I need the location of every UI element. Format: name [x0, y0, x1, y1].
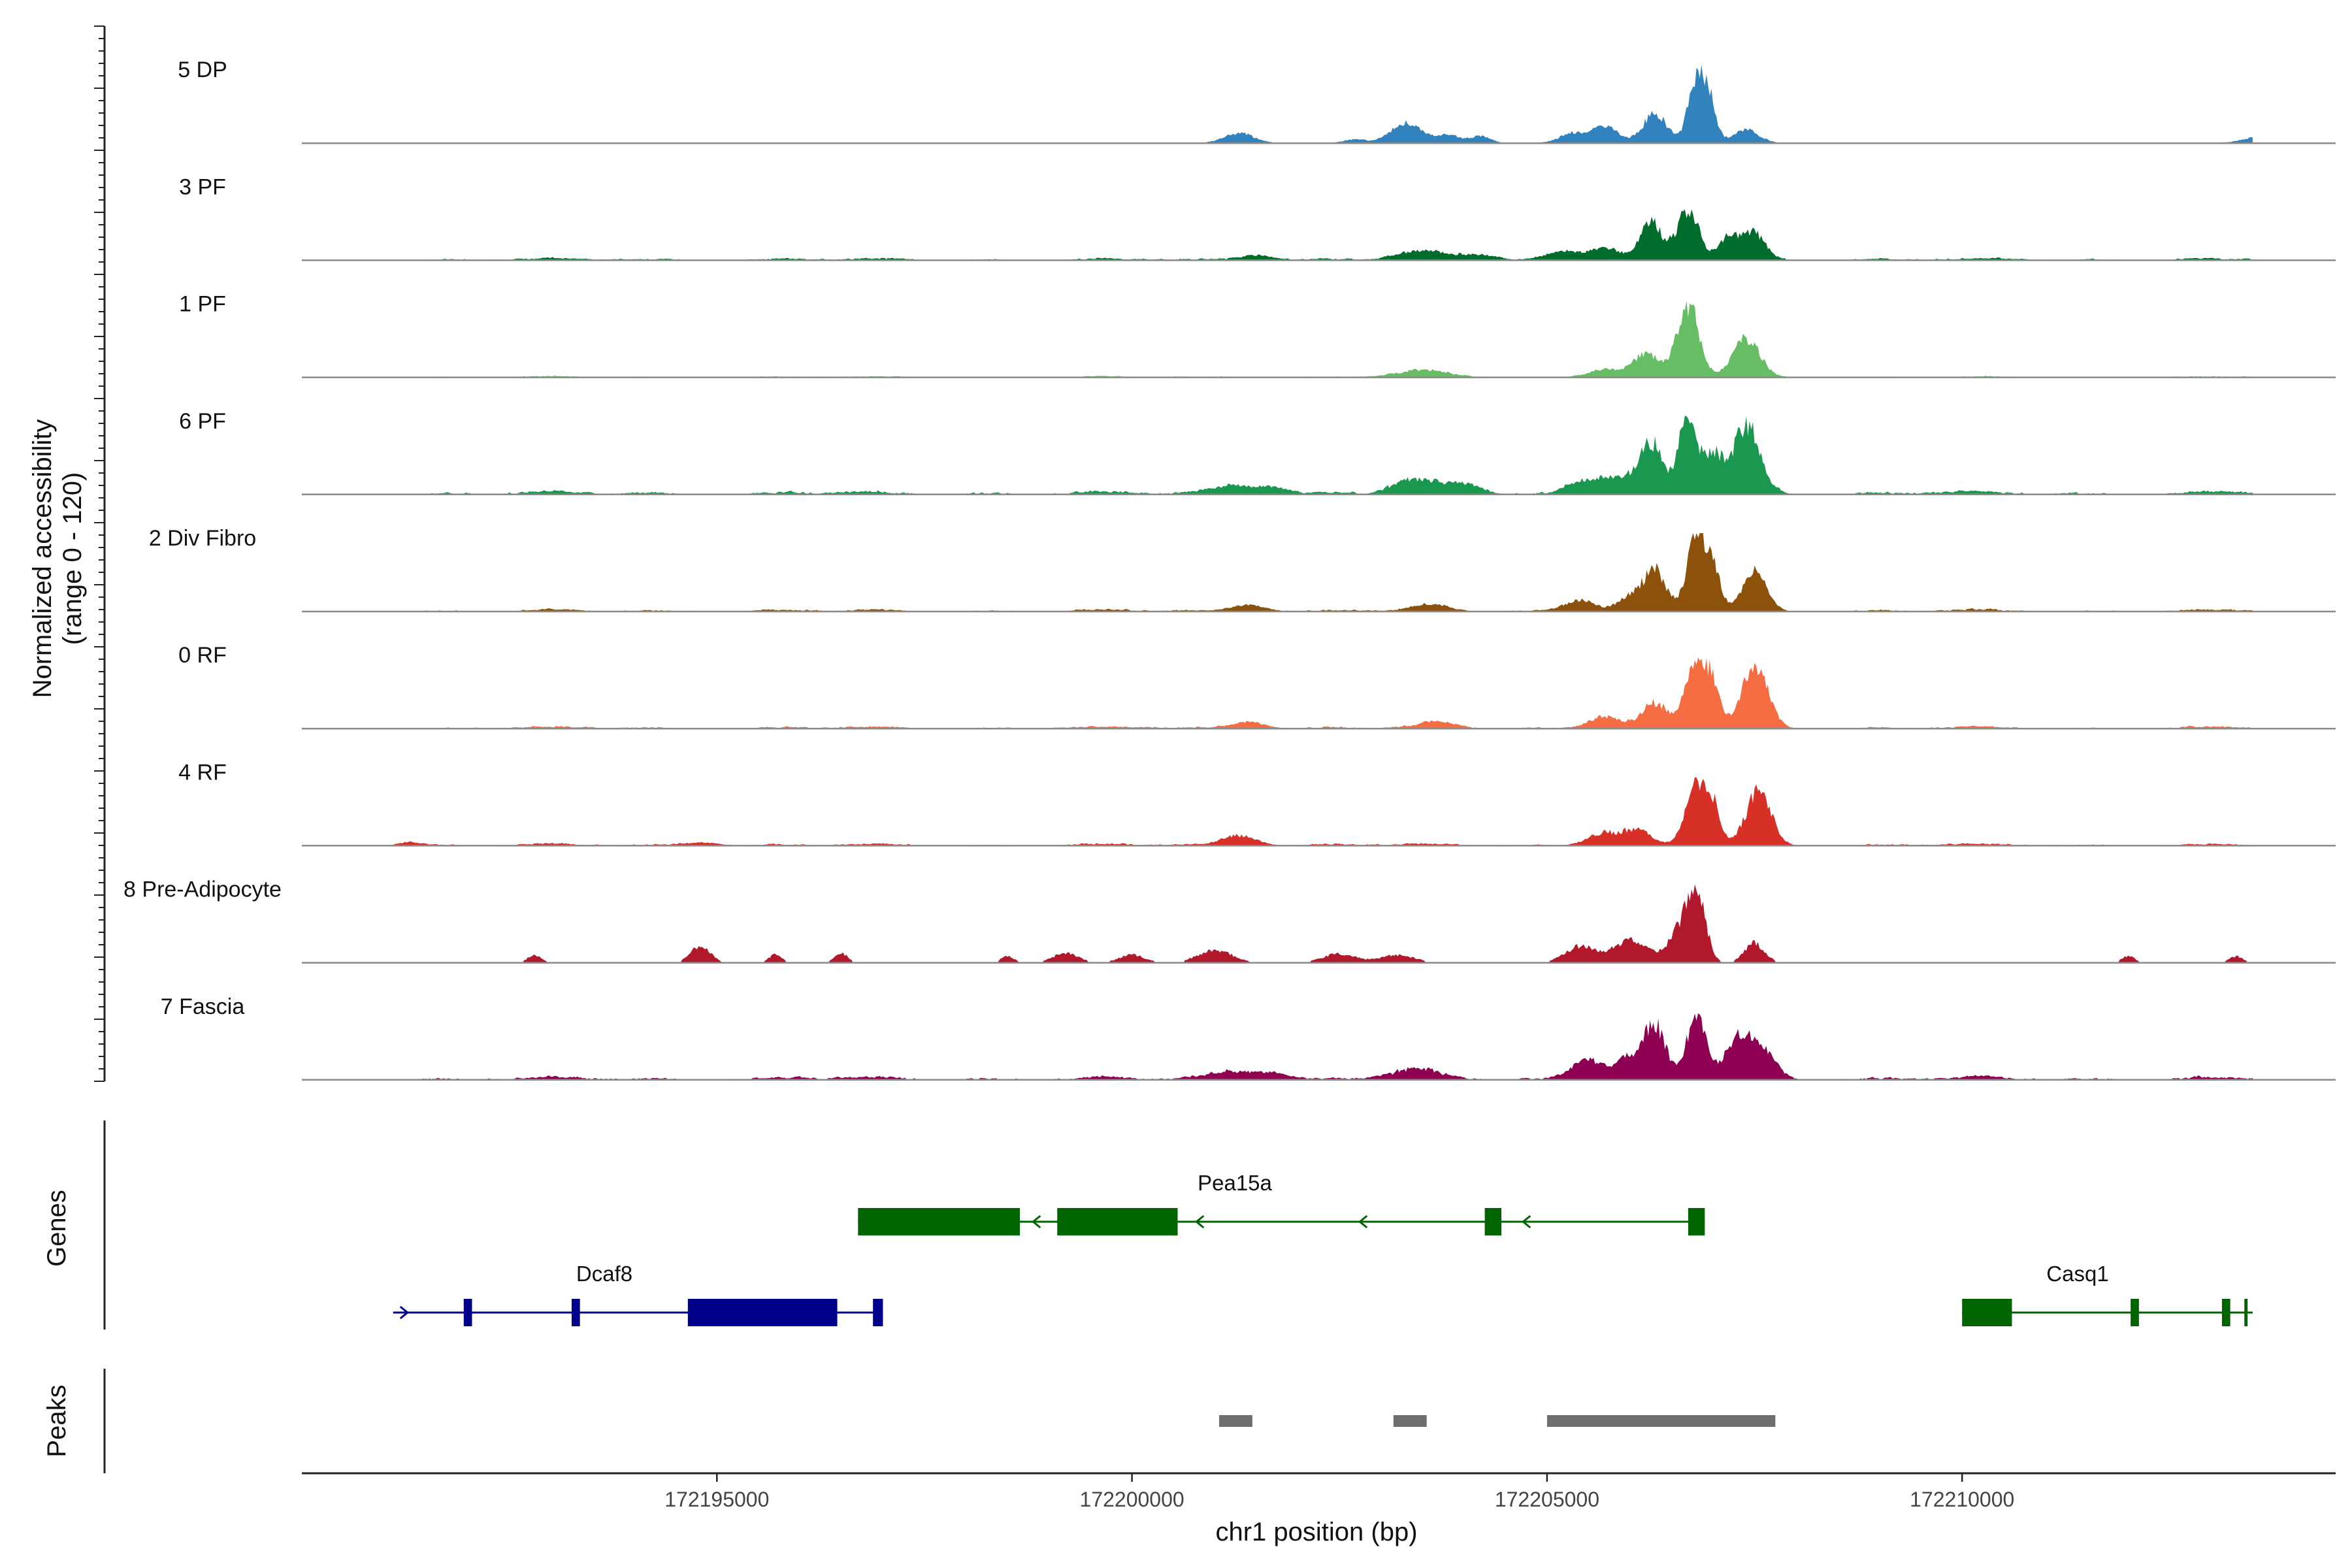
x-tick-label: 172200000: [1080, 1488, 1184, 1511]
gene-exon: [687, 1299, 838, 1326]
coverage-track: 4 RF: [178, 760, 2336, 847]
x-tick-label: 172210000: [1910, 1488, 2014, 1511]
gene-label: Pea15a: [1198, 1171, 1272, 1195]
strand-arrow-icon: [399, 1305, 410, 1320]
coverage-track: 8 Pre-Adipocyte: [123, 877, 2336, 964]
coverage-area: [393, 301, 2253, 378]
track-label: 3 PF: [179, 174, 226, 199]
gene-exon: [1688, 1208, 1705, 1235]
peak-region: [1219, 1415, 1252, 1427]
coverage-track: 2 Div Fibro: [149, 526, 2336, 613]
genes-track-title: Genes: [42, 1190, 71, 1267]
y-axis-title-line1: Normalized accessibility: [28, 419, 57, 698]
gene-exon: [858, 1208, 1021, 1235]
gene-exon: [873, 1299, 883, 1326]
gene-label: Dcaf8: [576, 1262, 632, 1286]
track-axes: [94, 25, 106, 1473]
y-axis-title-line2: (range 0 - 120): [58, 472, 87, 645]
coverage-track: 6 PF: [179, 409, 2336, 496]
x-tick-label: 172205000: [1495, 1488, 1599, 1511]
coverage-track: 0 RF: [178, 643, 2336, 730]
strand-arrow-icon: [1194, 1215, 1205, 1229]
peaks-track-title: Peaks: [42, 1384, 71, 1457]
track-label: 4 RF: [178, 760, 227, 785]
strand-arrow-icon: [1358, 1215, 1368, 1229]
track-label: 5 DP: [178, 57, 227, 82]
coverage-track: 5 DP: [178, 57, 2336, 144]
coverage-area: [393, 209, 2253, 261]
strand-arrow-icon: [1031, 1215, 1041, 1229]
gene-track: Pea15a Dcaf8 Casq1: [393, 1171, 2253, 1326]
peak-region: [1546, 1415, 1776, 1427]
coverage-area: [393, 416, 2253, 495]
peak-region: [1393, 1415, 1427, 1427]
x-axis-title: chr1 position (bp): [1215, 1518, 1417, 1546]
gene-model: Casq1: [1962, 1262, 2253, 1326]
track-label: 2 Div Fibro: [149, 526, 256, 551]
gene-exon: [1484, 1208, 1502, 1235]
gene-model: Dcaf8: [393, 1262, 883, 1326]
x-tick-label: 172195000: [664, 1488, 769, 1511]
coverage-track: 1 PF: [179, 292, 2336, 378]
gene-model: Pea15a: [858, 1171, 1705, 1235]
gene-exon: [2244, 1299, 2248, 1326]
coverage-tracks: 5 DP 3 PF 1 PF 6 PF 2 Div Fibro 0 RF 4 RF 8 Pre…: [123, 57, 2336, 1081]
track-label: 1 PF: [179, 292, 226, 317]
track-label: 0 RF: [178, 643, 227, 668]
strand-arrow-icon: [1521, 1215, 1531, 1229]
coverage-area: [393, 884, 2253, 963]
coverage-area: [393, 1013, 2253, 1080]
gene-exon: [1962, 1299, 2012, 1326]
coverage-area: [393, 657, 2253, 729]
coverage-area: [393, 65, 2253, 144]
coverage-area: [393, 777, 2253, 846]
coverage-track: 7 Fascia: [161, 994, 2336, 1081]
gene-exon: [1057, 1208, 1178, 1235]
peaks-track: [1219, 1415, 1776, 1427]
track-label: 7 Fascia: [161, 994, 245, 1019]
track-label: 6 PF: [179, 409, 226, 434]
track-label: 8 Pre-Adipocyte: [123, 877, 282, 902]
gene-exon: [2131, 1299, 2139, 1326]
gene-exon: [2221, 1299, 2230, 1326]
coverage-area: [393, 533, 2253, 612]
gene-exon: [571, 1299, 580, 1326]
coverage-track: 3 PF: [179, 174, 2336, 261]
x-axis: 172195000 172200000 172205000 172210000: [302, 1472, 2336, 1511]
gene-exon: [463, 1299, 472, 1326]
gene-label: Casq1: [2046, 1262, 2108, 1286]
